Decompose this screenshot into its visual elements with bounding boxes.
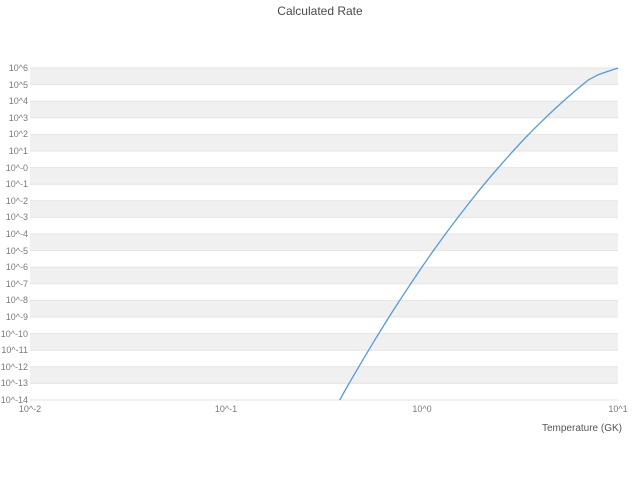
grid-band xyxy=(30,167,618,185)
y-tick-label: 10^-1 xyxy=(5,179,28,190)
y-tick-label: 10^-5 xyxy=(5,245,28,256)
y-tick-label: 10^-10 xyxy=(0,328,28,339)
chart-title: Calculated Rate xyxy=(277,4,363,18)
grid-band xyxy=(30,101,618,118)
y-tick-label: 10^1 xyxy=(8,146,28,156)
grid-band xyxy=(30,200,618,218)
calculated-rate-curve xyxy=(339,67,619,401)
x-tick-label: 10^0 xyxy=(412,404,432,414)
y-tick-label: 10^4 xyxy=(8,96,28,107)
y-tick-label: 10^2 xyxy=(8,129,28,140)
x-axis-label: Temperature (GK) xyxy=(541,423,622,434)
grid-band xyxy=(30,134,618,151)
grid-band xyxy=(30,267,618,284)
y-tick-label: 10^-0 xyxy=(5,162,28,173)
y-tick-label: 10^3 xyxy=(8,112,28,123)
y-tick-label: 10^-6 xyxy=(5,262,28,273)
y-tick-label: 10^-12 xyxy=(0,361,28,372)
y-tick-label: 10^-13 xyxy=(0,378,28,389)
y-tick-label: 10^-9 xyxy=(5,312,28,322)
y-tick-label: 10^5 xyxy=(8,79,28,90)
x-tick-label: 10^1 xyxy=(608,404,628,414)
grid-band xyxy=(30,333,618,351)
y-tick-label: 10^-3 xyxy=(5,212,28,223)
grid-band xyxy=(30,300,618,317)
y-tick-label: 10^-14 xyxy=(0,395,28,405)
y-tick-label: 10^6 xyxy=(8,63,28,73)
x-tick-label: 10^-1 xyxy=(214,404,238,414)
grid-band xyxy=(30,68,618,85)
y-tick-label: 10^-8 xyxy=(5,295,28,306)
grid-band xyxy=(30,234,618,251)
y-tick-label: 10^-2 xyxy=(5,195,28,206)
y-tick-label: 10^-11 xyxy=(1,345,28,356)
grid-band xyxy=(30,366,618,384)
x-tick-label: 10^-2 xyxy=(18,404,42,414)
y-tick-label: 10^-7 xyxy=(5,278,28,289)
y-tick-label: 10^-4 xyxy=(5,229,28,239)
